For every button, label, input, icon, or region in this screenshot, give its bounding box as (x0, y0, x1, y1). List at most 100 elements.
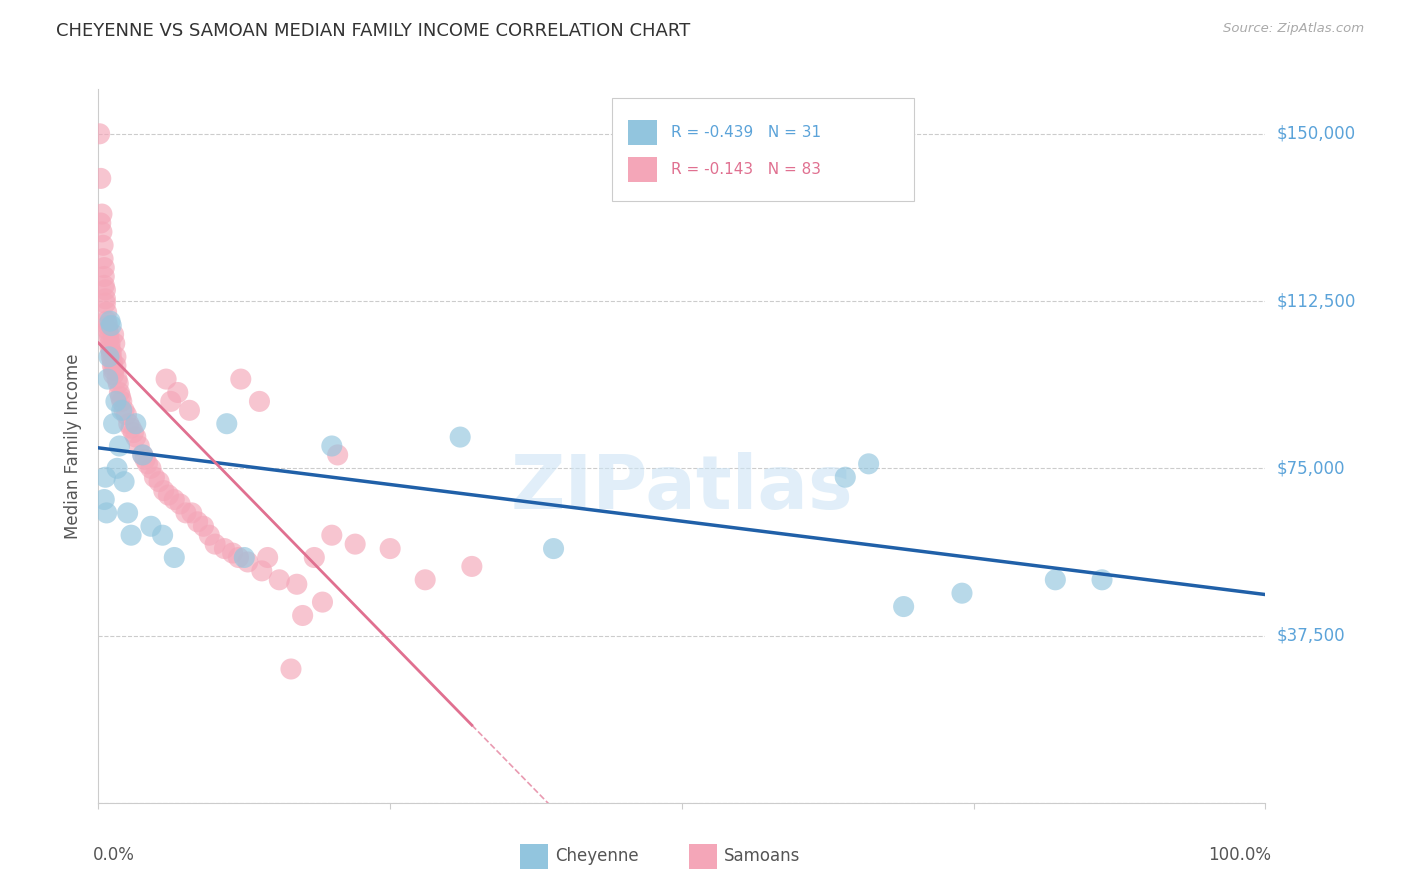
Point (104, 336, 127, 351)
Text: $75,000: $75,000 (1277, 459, 1346, 477)
Point (543, 541, 565, 556)
Point (101, 359, 124, 373)
Point (97, 318, 120, 333)
Point (111, 394, 134, 409)
Point (413, 573, 436, 587)
Text: $112,500: $112,500 (1277, 292, 1355, 310)
Point (112, 475, 135, 489)
Point (100, 345, 122, 359)
Point (233, 550, 256, 565)
Point (120, 421, 142, 435)
Point (269, 573, 291, 587)
Text: $37,500: $37,500 (1277, 626, 1346, 645)
Point (326, 448, 349, 462)
Point (96, 314, 118, 328)
Point (90, 225, 112, 239)
Point (236, 555, 259, 569)
Point (98, 314, 121, 328)
Point (104, 394, 127, 409)
Point (120, 528, 142, 542)
Point (111, 403, 134, 417)
Point (90, 216, 112, 230)
Point (97, 350, 120, 364)
Point (139, 519, 162, 533)
Point (89, 127, 111, 141)
Point (378, 541, 402, 556)
Point (139, 461, 162, 475)
Point (321, 528, 343, 542)
Point (134, 452, 156, 467)
Point (105, 461, 128, 475)
Point (118, 417, 141, 431)
Point (187, 515, 209, 529)
Point (93, 492, 115, 507)
Point (97, 323, 120, 337)
Point (98, 341, 121, 355)
Point (344, 537, 367, 551)
Text: R = -0.143   N = 83: R = -0.143 N = 83 (671, 162, 821, 177)
Point (152, 483, 174, 498)
Point (249, 394, 271, 409)
Point (256, 550, 278, 565)
Y-axis label: Median Family Income: Median Family Income (65, 353, 83, 539)
Point (125, 430, 148, 444)
Point (893, 599, 915, 614)
Point (93, 260, 115, 275)
Point (159, 394, 181, 409)
Point (304, 550, 326, 565)
Point (97, 327, 120, 342)
Point (143, 470, 166, 484)
Point (100, 318, 122, 333)
Point (94, 296, 117, 310)
Point (180, 506, 202, 520)
Point (155, 372, 177, 386)
Point (221, 546, 243, 560)
Point (193, 519, 215, 533)
Point (214, 541, 236, 556)
Point (163, 550, 186, 565)
Point (103, 368, 125, 382)
Point (94, 292, 117, 306)
Point (103, 327, 125, 342)
Point (858, 457, 880, 471)
Text: Samoans: Samoans (724, 847, 800, 865)
Point (215, 417, 238, 431)
Text: CHEYENNE VS SAMOAN MEDIAN FAMILY INCOME CORRELATION CHART: CHEYENNE VS SAMOAN MEDIAN FAMILY INCOME … (56, 22, 690, 40)
Point (93, 278, 115, 293)
Point (104, 359, 127, 373)
Point (461, 559, 484, 574)
Text: Cheyenne: Cheyenne (555, 847, 638, 865)
Text: $150,000: $150,000 (1277, 125, 1355, 143)
Point (100, 350, 122, 364)
Point (157, 488, 180, 502)
Point (96, 506, 118, 520)
Point (105, 372, 128, 386)
Point (96, 305, 118, 319)
Point (101, 354, 124, 368)
Point (117, 506, 139, 520)
Point (834, 470, 856, 484)
Point (104, 350, 127, 364)
Point (950, 586, 973, 600)
Point (107, 376, 129, 391)
Point (169, 497, 191, 511)
Point (229, 372, 252, 386)
Text: ZIPatlas: ZIPatlas (510, 452, 853, 525)
Point (108, 385, 131, 400)
Point (108, 439, 131, 453)
Point (115, 408, 138, 422)
Point (97, 372, 120, 386)
Point (204, 537, 226, 551)
Text: R = -0.439   N = 31: R = -0.439 N = 31 (671, 125, 821, 139)
Text: 100.0%: 100.0% (1208, 846, 1271, 863)
Point (90, 171, 112, 186)
Point (97, 332, 120, 346)
Point (103, 363, 125, 377)
Point (198, 528, 221, 542)
Point (174, 506, 197, 520)
Point (449, 430, 471, 444)
Point (280, 662, 302, 676)
Point (179, 403, 201, 417)
Point (291, 608, 314, 623)
Point (250, 564, 273, 578)
